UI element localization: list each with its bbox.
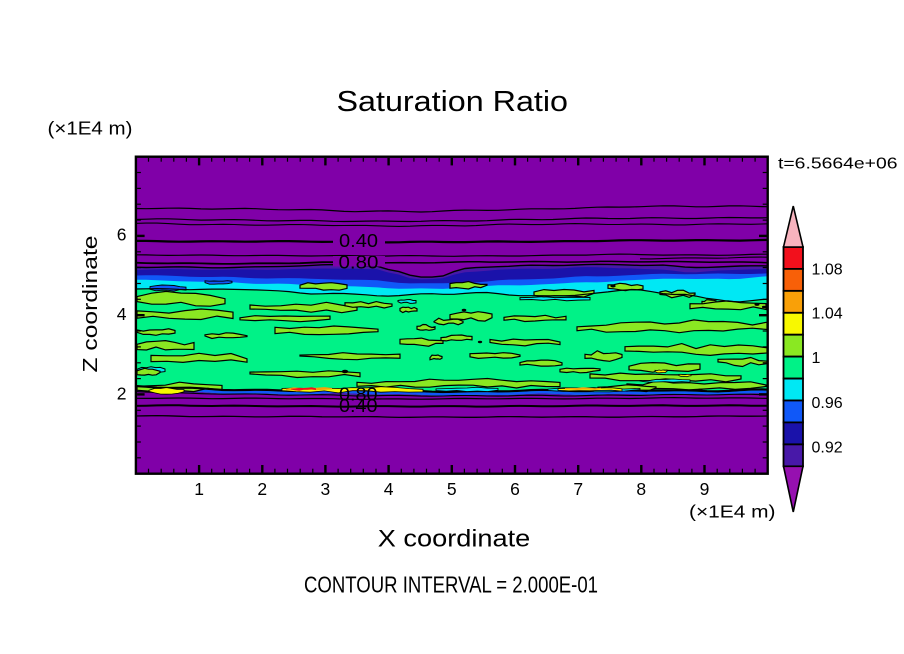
svg-text:2: 2 bbox=[117, 383, 127, 403]
svg-text:9: 9 bbox=[700, 479, 710, 499]
svg-text:CONTOUR INTERVAL = 2.000E-01: CONTOUR INTERVAL = 2.000E-01 bbox=[304, 572, 598, 598]
svg-text:0.96: 0.96 bbox=[812, 395, 843, 412]
svg-text:3: 3 bbox=[321, 479, 331, 499]
svg-text:0.40: 0.40 bbox=[339, 396, 378, 416]
svg-text:0.80: 0.80 bbox=[339, 385, 378, 405]
svg-text:0.80: 0.80 bbox=[339, 253, 379, 273]
svg-text:4: 4 bbox=[117, 304, 127, 324]
svg-text:7: 7 bbox=[573, 479, 583, 499]
svg-text:6: 6 bbox=[117, 225, 127, 245]
svg-text:(×1E4 m): (×1E4 m) bbox=[689, 502, 776, 522]
svg-text:Saturation Ratio: Saturation Ratio bbox=[337, 86, 569, 118]
svg-text:(×1E4 m): (×1E4 m) bbox=[48, 119, 133, 139]
svg-text:5: 5 bbox=[447, 479, 457, 499]
svg-text:1.08: 1.08 bbox=[812, 262, 843, 279]
svg-text:8: 8 bbox=[636, 479, 646, 499]
svg-text:0.92: 0.92 bbox=[812, 439, 843, 456]
svg-text:4: 4 bbox=[384, 479, 394, 499]
svg-text:1.04: 1.04 bbox=[812, 306, 843, 323]
svg-text:6: 6 bbox=[510, 479, 520, 499]
svg-text:2: 2 bbox=[257, 479, 267, 499]
svg-text:X coordinate: X coordinate bbox=[378, 526, 531, 553]
svg-text:0.40: 0.40 bbox=[339, 231, 378, 251]
svg-text:1: 1 bbox=[194, 479, 204, 499]
svg-text:t=6.5664e+06: t=6.5664e+06 bbox=[778, 156, 898, 173]
svg-text:1: 1 bbox=[812, 350, 821, 367]
svg-text:Z coordinate: Z coordinate bbox=[79, 236, 102, 373]
